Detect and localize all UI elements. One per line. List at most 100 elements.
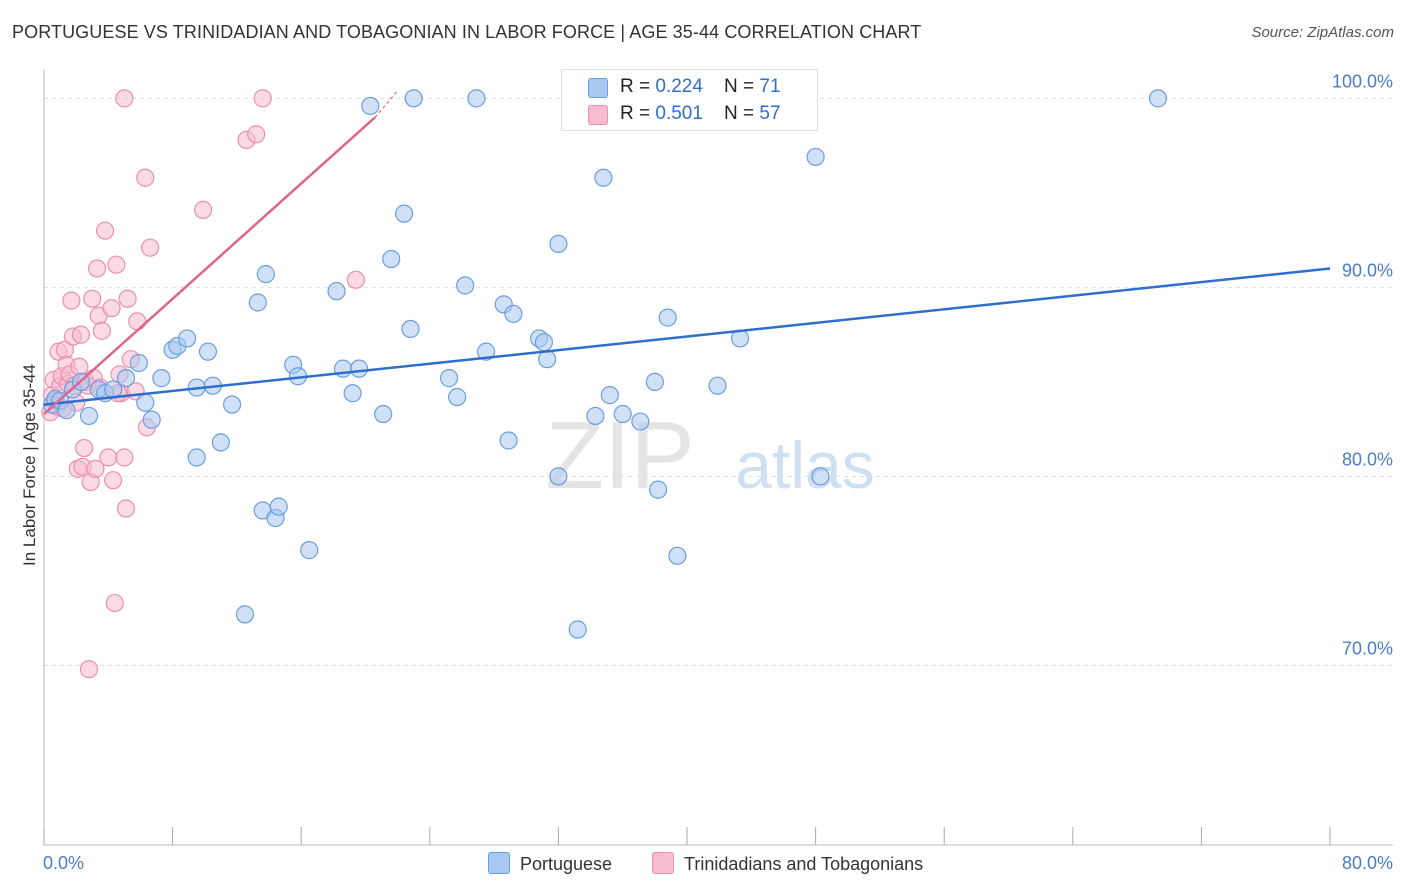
data-point [142,410,161,429]
data-point [136,393,155,412]
data-point [586,406,605,426]
data-point [1148,89,1168,108]
data-point [504,304,523,323]
y-tick-label: 70.0% [1342,638,1393,658]
data-point [253,89,272,108]
data-point [57,401,76,420]
data-point [811,467,830,486]
bottom-legend-label: Portuguese [520,854,613,874]
data-point [658,308,677,327]
data-point [79,660,99,679]
x-tick-label-min: 0.0% [43,853,84,873]
legend-r-value: 0.224 [655,76,703,97]
data-point [806,147,825,167]
trend-lines [43,90,1331,415]
y-tick-label: 80.0% [1342,449,1393,469]
data-point [708,376,727,395]
data-point [92,321,111,340]
x-tick-label-max: 80.0% [1342,853,1393,873]
data-point [269,497,288,516]
legend-swatch-blue [588,78,608,98]
data-point [346,270,365,289]
data-point [187,448,206,467]
data-point [613,404,632,424]
data-point [300,541,319,560]
data-point [222,395,242,414]
data-point [439,369,459,388]
data-point [467,89,486,108]
data-point [248,293,267,312]
data-point [247,125,266,144]
data-point [152,369,171,388]
data-point [374,404,393,424]
trend-line-portuguese [43,267,1331,406]
data-point [382,249,401,269]
data-point [198,342,218,361]
trend-line-trinidadians [43,116,376,415]
data-point [343,384,362,403]
data-point [95,221,115,240]
data-point [62,291,81,310]
data-point [256,265,275,284]
data-point [105,593,124,613]
legend-n-value: 71 [759,76,781,97]
data-point [128,312,147,331]
data-point [645,372,664,391]
data-point [349,359,369,378]
bottom-legend-trinidadians: Trinidadians and Tobagonians [652,852,923,875]
data-point [327,282,346,301]
y-tick-labels: 70.0% 80.0% 90.0% 100.0% [1332,71,1393,658]
data-point [71,325,91,344]
data-point [116,499,136,518]
data-point [116,369,136,388]
data-point [631,412,650,431]
data-point [102,299,121,318]
axes [43,70,1393,846]
legend-r-label: R = [620,76,656,97]
stats-legend: R = 0.224 N = 71 R = 0.501 N = 57 [561,69,818,131]
data-point [594,168,613,187]
data-point [87,259,107,278]
y-tick-label: 100.0% [1332,71,1393,91]
data-point [538,350,557,369]
data-point [549,234,568,254]
data-point [75,438,94,458]
bottom-legend-swatch-pink [652,852,674,874]
data-point [600,386,619,405]
legend-n-label: N = [724,76,760,97]
data-point [118,289,137,308]
data-point [448,387,467,407]
data-point [70,357,89,376]
legend-r-value: 0.501 [655,103,703,124]
data-point [211,433,230,452]
data-point [499,431,518,450]
data-point [235,605,255,624]
data-point [140,238,160,257]
data-point [361,96,380,116]
data-point [568,620,587,639]
legend-swatch-pink [588,105,608,125]
legend-r-label: R = [620,103,656,124]
data-point [129,353,148,373]
data-point [136,168,155,187]
source-credit: Source: ZipAtlas.com [1251,24,1394,41]
data-point [99,448,118,467]
data-point [83,289,102,308]
data-point [648,480,668,499]
data-point [456,276,475,295]
data-point [534,333,554,352]
data-point [79,406,99,426]
data-point [401,319,420,339]
data-point [394,204,414,223]
watermark: ZIP atlas [545,402,874,509]
data-point [404,89,423,108]
data-point [115,448,134,467]
data-point [86,459,105,478]
chart-title: PORTUGUESE VS TRINIDADIAN AND TOBAGONIAN… [12,22,922,42]
data-point [107,255,126,274]
bottom-legend-swatch-blue [488,852,510,874]
data-point [668,546,687,565]
bottom-legend-portuguese: Portuguese [488,852,612,875]
data-point [177,329,197,348]
